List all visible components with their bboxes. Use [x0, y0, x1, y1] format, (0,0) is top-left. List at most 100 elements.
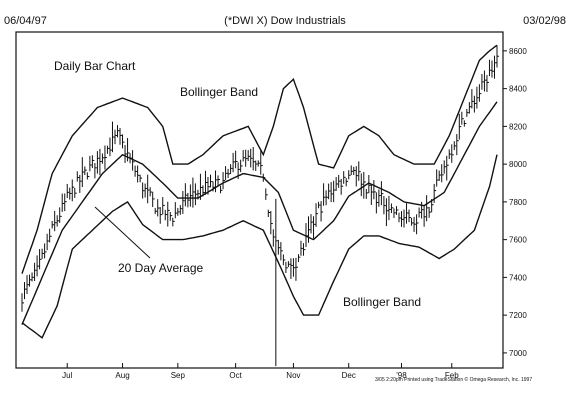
price-bar: [446, 155, 449, 181]
price-bar: [456, 134, 459, 156]
price-bar: [204, 170, 208, 195]
price-bar: [340, 178, 344, 195]
header-end-date: 03/02/98: [523, 15, 566, 27]
lower-band-label: Bollinger Band: [343, 295, 421, 309]
price-bar: [252, 146, 256, 171]
band-line-upper: [21, 44, 498, 274]
price-bar: [373, 180, 376, 200]
price-bar: [297, 254, 301, 263]
price-bar: [81, 157, 85, 188]
price-bar: [295, 257, 298, 281]
price-bar: [436, 169, 439, 187]
price-bar: [360, 173, 364, 197]
price-bar: [187, 192, 190, 208]
price-bar: [285, 261, 288, 274]
price-bar: [114, 129, 117, 145]
chart-title: (*DWI X) Dow Industrials: [224, 15, 346, 27]
x-tick-label: Feb: [445, 371, 459, 380]
price-bar: [182, 190, 185, 214]
price-bar: [96, 151, 100, 174]
price-bar: [222, 172, 226, 190]
price-bar: [157, 199, 160, 217]
price-bar: [368, 175, 371, 194]
price-bar: [428, 206, 432, 218]
price-bar: [493, 55, 497, 79]
price-bar: [355, 166, 359, 187]
price-bar: [441, 164, 444, 183]
price-bar: [117, 125, 120, 138]
price-bar: [393, 208, 396, 218]
price-bar: [99, 148, 102, 176]
price-bar: [225, 166, 228, 181]
price-bar: [375, 192, 379, 214]
price-bar: [162, 197, 165, 215]
price-bar: [79, 174, 82, 193]
price-bar: [395, 206, 399, 215]
price-bar: [411, 217, 414, 226]
price-bar: [41, 248, 45, 259]
price-bar: [418, 207, 422, 218]
price-bar: [24, 281, 27, 300]
price-bar: [471, 89, 474, 109]
price-bar: [245, 149, 248, 167]
price-bar: [66, 183, 70, 199]
header-start-date: 06/04/97: [4, 15, 47, 27]
price-bar: [426, 195, 429, 222]
price-bar: [265, 188, 268, 200]
price-bar: [147, 174, 150, 204]
price-bar: [260, 150, 263, 175]
price-bar: [302, 243, 306, 256]
price-bar: [69, 187, 72, 200]
price-bar: [235, 150, 238, 169]
price-bar: [104, 145, 107, 170]
price-bar: [56, 215, 60, 227]
price-bar: [292, 258, 296, 277]
price-bar: [134, 165, 138, 177]
price-bar: [169, 211, 173, 221]
price-bar: [220, 185, 223, 194]
plot-frame: [15, 31, 504, 369]
price-bar: [250, 148, 253, 168]
price-bar: [277, 239, 281, 255]
y-axis: 8600 8400 8200 8000 7800 7600 7400 7200 7000: [503, 47, 527, 358]
price-bar: [461, 111, 464, 125]
price-bar: [74, 187, 77, 198]
price-bar: [496, 45, 499, 68]
upper-band-label: Bollinger Band: [180, 85, 258, 99]
price-bar: [353, 166, 356, 176]
price-bar: [270, 210, 273, 235]
price-bar: [365, 188, 369, 199]
price-bar: [380, 181, 384, 206]
price-bar: [179, 205, 183, 215]
price-bar: [473, 95, 477, 113]
price-bar: [89, 155, 92, 172]
price-bar: [423, 204, 427, 227]
price-bar: [403, 209, 407, 228]
price-bar: [486, 74, 489, 93]
price-bar: [159, 207, 163, 224]
price-bar: [31, 272, 35, 282]
price-bar: [483, 70, 487, 92]
y-tick-label: 7400: [509, 273, 527, 282]
price-bar: [451, 144, 454, 163]
price-bar: [328, 183, 331, 200]
price-bar: [189, 184, 193, 207]
price-bar: [164, 209, 168, 221]
price-bar: [370, 184, 374, 205]
price-bar: [209, 174, 213, 188]
y-tick-label: 7200: [509, 311, 527, 320]
x-axis: Jul Aug Sep Oct Nov Dec '98 Feb: [62, 363, 459, 380]
price-bar: [132, 150, 135, 171]
price-bar: [287, 261, 291, 268]
price-bar: [338, 174, 341, 188]
price-bar: [388, 195, 391, 221]
price-bar: [466, 108, 469, 117]
price-bar: [476, 86, 479, 109]
price-bars: [21, 45, 499, 367]
price-bar: [247, 150, 251, 162]
price-bar: [174, 202, 178, 219]
price-bar: [29, 274, 32, 287]
y-tick-label: 8600: [509, 47, 527, 56]
price-bar: [320, 201, 324, 222]
price-bar: [194, 183, 198, 206]
